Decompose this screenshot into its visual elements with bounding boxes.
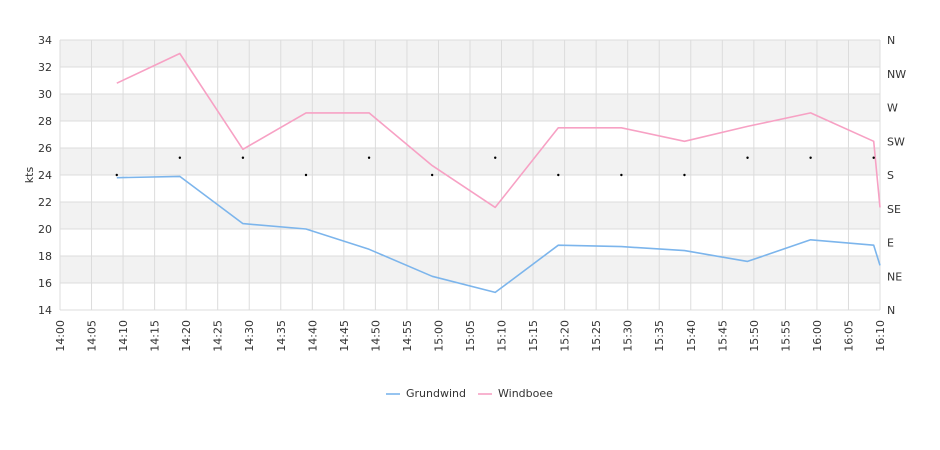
direction-point [494,156,497,159]
right-axis-label: S [887,169,894,182]
x-tick-label: 15:30 [622,320,635,352]
legend-item-windboee[interactable]: Windboee [478,387,553,400]
series-lines [116,52,881,294]
x-tick-label: 14:50 [369,320,382,352]
x-tick-label: 14:55 [401,320,414,352]
direction-point [683,173,686,177]
x-tick-label: 16:10 [874,320,887,352]
right-axis-label: N [887,304,895,317]
y-axis-label: kts [23,167,36,184]
legend-label: Grundwind [406,387,466,400]
x-tick-label: 15:15 [527,320,540,352]
x-tick-label: 14:20 [180,320,193,352]
direction-point [367,156,371,159]
x-tick-label: 14:45 [338,320,351,352]
x-tick-label: 15:25 [590,320,603,352]
y-tick-label: 20 [38,223,52,236]
direction-point [178,156,182,159]
horizontal-gridlines [60,39,880,311]
right-axis-label: NE [887,270,902,283]
x-tick-label: 15:00 [432,320,445,352]
x-tick-label: 14:00 [54,320,67,352]
x-tick-label: 15:05 [464,320,477,352]
right-axis-label: NW [887,68,906,81]
right-axis-label: N [887,34,895,47]
direction-point [872,156,875,159]
legend-item-grundwind[interactable]: Grundwind [386,387,466,400]
x-tick-label: 14:15 [149,320,162,352]
direction-point [241,156,245,159]
direction-point [115,173,118,177]
direction-point [809,156,812,159]
y-tick-label: 18 [38,250,52,263]
x-tick-label: 16:00 [811,320,824,352]
y-tick-label: 14 [38,304,52,317]
y-tick-label: 24 [38,169,52,182]
x-tick-label: 16:05 [842,320,855,352]
x-tick-label: 15:40 [685,320,698,352]
direction-point [304,173,308,177]
x-tick-label: 15:20 [559,320,572,352]
x-tick-label: 14:30 [243,320,256,352]
x-tick-label: 14:25 [212,320,225,352]
direction-point [746,156,749,159]
legend-label: Windboee [498,387,553,400]
right-axis-label: W [887,102,898,115]
right-axis-label: SE [887,203,901,216]
direction-points [115,156,875,177]
y-axis-ticks: 14 16 18 20 22 24 26 28 30 32 34 [38,34,52,317]
y-tick-label: 30 [38,88,52,101]
x-tick-label: 14:10 [117,320,130,352]
series-line-grundwind [116,175,881,294]
right-axis-label: SW [887,135,905,148]
x-tick-label: 15:50 [748,320,761,352]
y-tick-label: 34 [38,34,52,47]
series-line-windboee [116,52,881,209]
direction-point [620,173,623,177]
x-tick-label: 14:05 [86,320,99,352]
right-axis-label: E [887,237,894,250]
y-tick-label: 28 [38,115,52,128]
legend[interactable]: Grundwind Windboee [386,387,553,400]
direction-point [557,173,560,177]
x-axis-ticks: 14:00 14:05 14:10 14:15 14:20 14:25 14:30 14:35… [54,320,887,352]
x-tick-label: 15:10 [496,320,509,352]
y-tick-label: 22 [38,196,52,209]
x-tick-label: 14:40 [306,320,319,352]
y-tick-label: 26 [38,142,52,155]
x-tick-label: 15:45 [716,320,729,352]
x-tick-label: 15:35 [653,320,666,352]
direction-point [430,173,434,177]
y-tick-label: 16 [38,277,52,290]
x-tick-label: 15:55 [779,320,792,352]
right-axis-ticks: N NE E SE S SW W NW N [887,34,906,317]
x-tick-label: 14:35 [275,320,288,352]
y-tick-label: 32 [38,61,52,74]
